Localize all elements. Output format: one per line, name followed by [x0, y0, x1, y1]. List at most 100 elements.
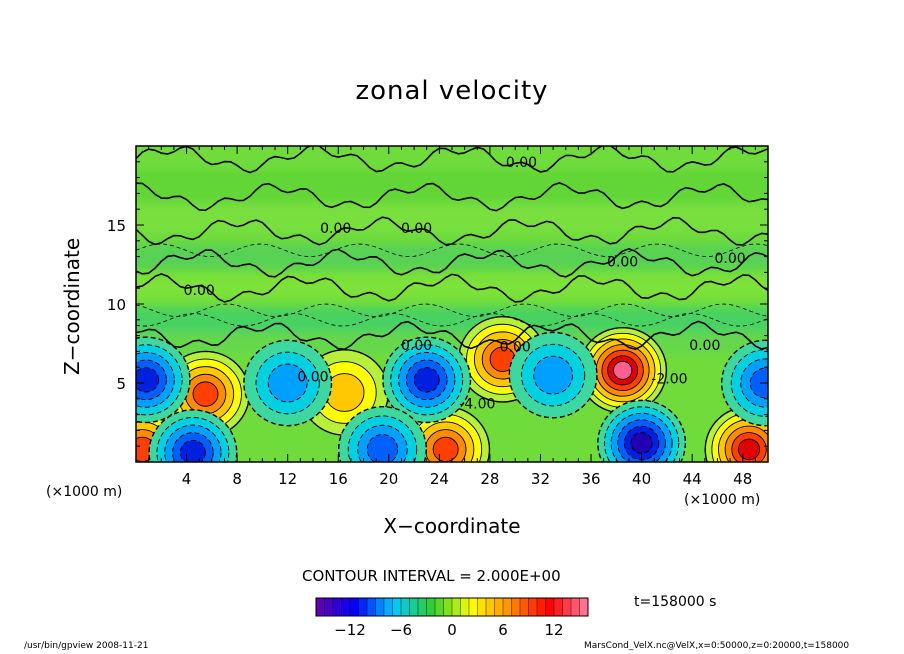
zero-contour-1 [136, 182, 768, 212]
zero-contour-4 [136, 273, 768, 303]
minimum-14 [337, 406, 427, 462]
colorbar-cell-16 [451, 597, 462, 617]
maximum-4 [578, 326, 668, 414]
x-tick-label-20: 20 [379, 470, 398, 488]
colorbar-cell-30 [570, 597, 581, 617]
x-tick-label-36: 36 [581, 470, 600, 488]
contour-label-8: 0.00 [689, 338, 720, 354]
band-0 [136, 169, 768, 202]
contour-label-5: 0.00 [184, 283, 215, 299]
x-tick-label-12: 12 [278, 470, 297, 488]
colorbar-cell-14 [434, 597, 445, 617]
colorbar-cell-7 [375, 597, 385, 617]
band-2 [136, 243, 768, 270]
contour-ring-4 [179, 439, 206, 462]
x-tick-label-48: 48 [733, 470, 752, 488]
minimum-9 [382, 336, 472, 424]
colorbar-tick-label-1: −6 [390, 621, 412, 639]
x-tick-label-16: 16 [329, 470, 348, 488]
zero-contour-5 [136, 320, 768, 351]
contour-ring-2 [533, 355, 574, 395]
colorbar-cell-25 [528, 597, 538, 617]
time-label: t=158000 s [634, 594, 717, 610]
x-tick-label-28: 28 [480, 470, 499, 488]
x-tick-label-24: 24 [430, 470, 449, 488]
contour-label-11: -4.00 [459, 397, 495, 413]
negative-contour-0 [136, 243, 768, 258]
y-tick-label-15: 15 [107, 217, 126, 235]
colorbar-tick-label-4: 12 [544, 621, 563, 639]
negative-contours [136, 243, 768, 327]
colorbar-tick-label-0: −12 [334, 621, 366, 639]
x-axis-label: X−coordinate [383, 514, 521, 538]
x-axis-unit-label: (×1000 m) [684, 492, 761, 508]
colorbar-cell-1 [324, 597, 334, 617]
colorbar-cell-23 [511, 597, 521, 617]
minimum-10 [508, 331, 598, 419]
contour-ring-5 [737, 438, 761, 461]
y-tick-label-5: 5 [116, 375, 126, 393]
minimum-8 [243, 339, 333, 427]
colorbar-tick-label-3: 6 [498, 621, 508, 639]
footer-right: MarsCond_VelX.nc@VelX,x=0:50000,z=0:2000… [584, 641, 850, 651]
contour-label-1: 0.00 [320, 221, 351, 237]
colorbar-cell-15 [443, 597, 453, 617]
plot-area: 0.00 0.00 0.00 0.00 0.00 0.00 0.00 0.00 0.00 -2.0… [136, 146, 768, 462]
colorbar-cell-17 [460, 597, 470, 617]
minimum-7 [136, 336, 191, 424]
contour-label-3: 0.00 [607, 254, 638, 270]
negative-contour-1 [136, 303, 768, 318]
contour-ring-3 [366, 434, 399, 462]
contour-labels: 0.00 0.00 0.00 0.00 0.00 0.00 0.00 0.00 0.00 -2.0… [184, 155, 746, 413]
contour-label-4: 0.00 [714, 251, 745, 267]
y-axis-unit-label: (×1000 m) [46, 484, 123, 500]
minimum-11 [597, 399, 687, 462]
colorbar-cell-4 [349, 597, 360, 617]
colorbar-cell-9 [392, 597, 402, 617]
minimum-12 [720, 339, 768, 427]
band-1 [136, 206, 768, 232]
colorbar-cell-26 [536, 597, 547, 617]
colorbar-cell-13 [426, 597, 436, 617]
contour-label-6: 0.00 [401, 338, 432, 354]
band-3 [136, 275, 768, 298]
contour-ring-4 [413, 367, 440, 393]
contour-label-7: 0.00 [500, 340, 531, 356]
colorbar-cell-18 [468, 597, 479, 617]
contour-interval-label: CONTOUR INTERVAL = 2.000E+00 [302, 567, 561, 585]
zero-contour-3 [136, 248, 768, 278]
colorbar-cell-2 [332, 597, 343, 617]
colorbar-cell-28 [553, 597, 564, 617]
colorbar-cell-21 [494, 597, 504, 617]
contour-ring-3 [749, 367, 768, 399]
x-tick-label-8: 8 [232, 470, 242, 488]
colorbar-tick-label-2: 0 [447, 621, 457, 639]
colorbar-cell-29 [562, 597, 572, 617]
x-tick-label-40: 40 [632, 470, 651, 488]
zero-contour-2 [136, 216, 768, 246]
colorbar: −12 −6 0 6 12 [315, 597, 589, 639]
zero-contour-0 [136, 146, 768, 174]
colorbar-cell-12 [417, 597, 428, 617]
contour-ring-4 [192, 381, 219, 407]
contour-ring-4 [136, 367, 160, 393]
contour-label-9: -2.00 [651, 371, 687, 387]
colorbar-cell-31 [579, 597, 589, 617]
colorbar-cell-6 [366, 597, 377, 617]
colorbar-cell-27 [545, 597, 555, 617]
colorbar-cell-22 [502, 597, 513, 617]
contour-ring-2 [267, 363, 308, 403]
x-tick-label-4: 4 [182, 470, 192, 488]
colorbar-cell-3 [341, 597, 351, 617]
minimum-13 [148, 409, 238, 462]
colorbar-cell-11 [409, 597, 419, 617]
chart-title: zonal velocity [355, 76, 549, 106]
colorbar-cell-20 [485, 597, 496, 617]
contour-ring-6 [612, 360, 633, 380]
contour-label-2: 0.00 [401, 221, 432, 237]
y-tick-label-10: 10 [107, 296, 126, 314]
contour-ring-5 [630, 432, 653, 454]
x-tick-label-32: 32 [531, 470, 550, 488]
